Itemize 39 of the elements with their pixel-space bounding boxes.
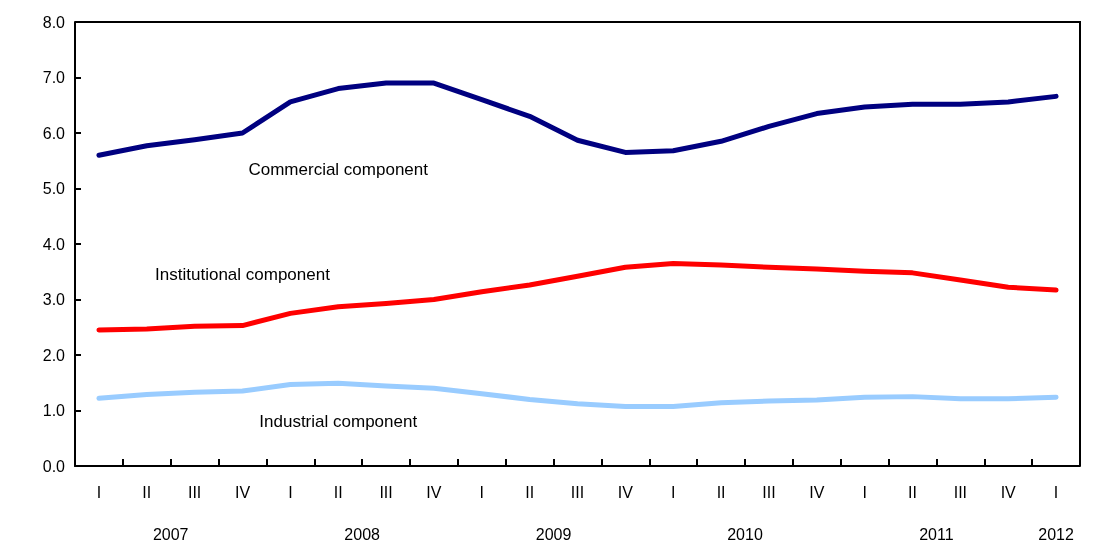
- x-tick-label: IV: [426, 483, 442, 501]
- x-tick-label: II: [716, 483, 726, 501]
- x-tick-label: III: [187, 483, 202, 501]
- x-tick-label: IV: [1000, 483, 1017, 501]
- y-tick-label: 2.0: [42, 346, 66, 364]
- x-tick-label: I: [479, 483, 485, 501]
- series-label: Industrial component: [259, 412, 418, 432]
- text: 2009: [535, 525, 572, 543]
- x-tick-label: III: [762, 483, 776, 501]
- x-tick-label: II: [525, 483, 535, 501]
- y-tick-label: 6.0: [42, 124, 66, 142]
- text: 2008: [344, 525, 381, 543]
- y-tick-label: 4.0: [42, 235, 66, 253]
- y-tick-label: 5.0: [42, 180, 66, 197]
- x-tick-label: III: [379, 483, 393, 501]
- x-tick-label: I: [670, 483, 676, 501]
- x-tick-label: I: [288, 483, 293, 501]
- x-tick-label: IV: [234, 483, 251, 501]
- text: 2012: [1038, 525, 1074, 543]
- x-tick-label: III: [953, 483, 968, 501]
- text: 2010: [727, 525, 763, 543]
- x-tick-label: I: [862, 483, 867, 501]
- series-label: Institutional component: [155, 265, 331, 285]
- x-tick-label: II: [333, 483, 343, 501]
- x-tick-label: III: [570, 483, 585, 501]
- y-tick-label: 7.0: [42, 69, 66, 86]
- y-tick-label: 8.0: [42, 13, 66, 31]
- series-label: Commercial component: [248, 159, 429, 179]
- x-tick-label: II: [142, 483, 152, 501]
- text: 2007: [152, 525, 189, 543]
- x-tick-label: I: [1053, 483, 1059, 501]
- text: 2011: [919, 525, 954, 543]
- y-tick-label: 3.0: [42, 291, 66, 308]
- x-tick-label: I: [96, 483, 102, 501]
- x-tick-label: IV: [617, 483, 634, 501]
- x-tick-label: IV: [809, 483, 825, 501]
- y-tick-label: 1.0: [42, 402, 66, 419]
- x-tick-label: II: [908, 483, 917, 501]
- y-tick-label: 0.0: [42, 457, 66, 475]
